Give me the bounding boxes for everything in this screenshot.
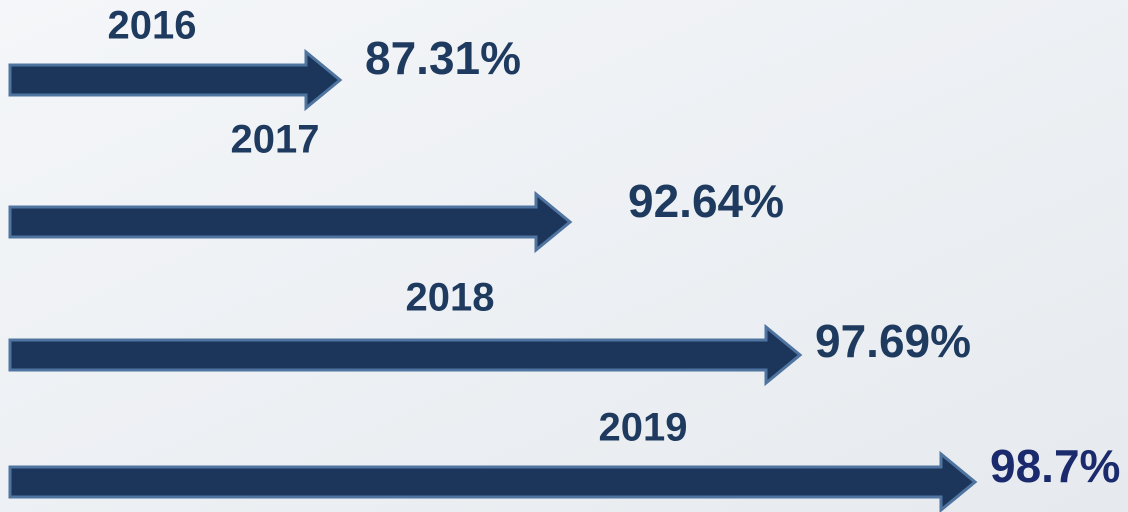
value-label: 97.69% <box>815 315 971 367</box>
arrow <box>8 450 978 512</box>
year-label: 2019 <box>599 406 688 450</box>
year-label: 2018 <box>406 276 495 320</box>
arrow <box>8 190 573 254</box>
value-label: 98.7% <box>990 440 1120 492</box>
arrow <box>8 323 803 387</box>
year-label: 2016 <box>108 4 197 48</box>
arrow <box>8 48 343 112</box>
value-label: 92.64% <box>628 175 784 227</box>
value-label: 87.31% <box>365 32 521 84</box>
year-label: 2017 <box>231 118 320 162</box>
